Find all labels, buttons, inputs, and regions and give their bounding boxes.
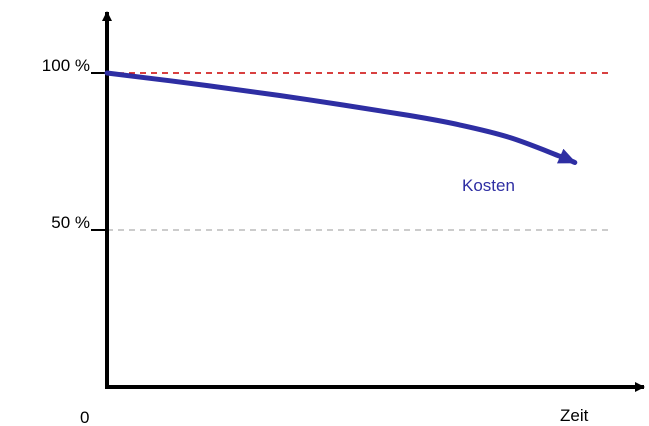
y-tick-label-100: 100 % [42, 56, 90, 75]
x-axis-label: Zeit [560, 406, 589, 425]
y-tick-label-50: 50 % [51, 213, 90, 232]
origin-label: 0 [80, 408, 89, 426]
series-line-kosten [104, 70, 578, 165]
series-label-kosten: Kosten [462, 176, 515, 195]
